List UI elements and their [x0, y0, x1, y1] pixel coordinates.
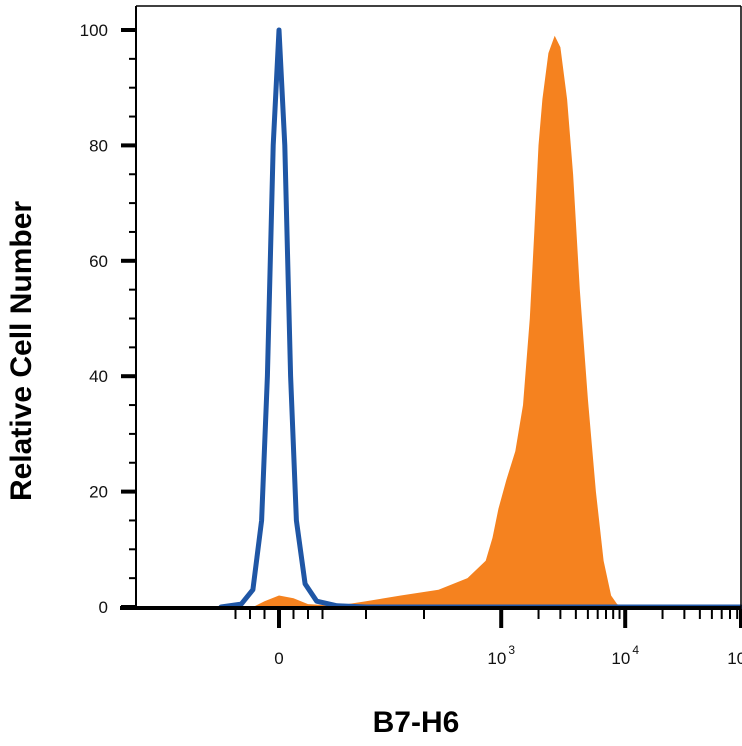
y-tick-label: 80 — [89, 136, 108, 155]
y-axis-label: Relative Cell Number — [5, 201, 38, 501]
y-tick-label: 100 — [80, 21, 108, 40]
x-tick-label: 10 3 — [487, 643, 515, 668]
x-tick-label: 105 — [727, 643, 742, 668]
x-ticks: 0 103 104 105 — [234, 609, 742, 668]
x-tick-label: 0 — [274, 649, 283, 668]
plot-area: 0 20 40 60 80 100 0 103 104 105 — [80, 5, 742, 668]
y-tick-label: 20 — [89, 483, 108, 502]
series-layer — [218, 27, 742, 610]
y-tick-label: 40 — [89, 367, 108, 386]
y-ticks: 0 20 40 60 80 100 — [80, 21, 136, 617]
series-1-histogram-fill — [252, 35, 741, 608]
axes — [120, 5, 742, 610]
y-tick-label: 0 — [99, 598, 108, 617]
x-axis-label: B7-H6 — [373, 706, 460, 739]
series-0-histogram-outline — [218, 27, 742, 610]
y-tick-label: 60 — [89, 252, 108, 271]
x-tick-label: 10 4 — [611, 643, 639, 668]
